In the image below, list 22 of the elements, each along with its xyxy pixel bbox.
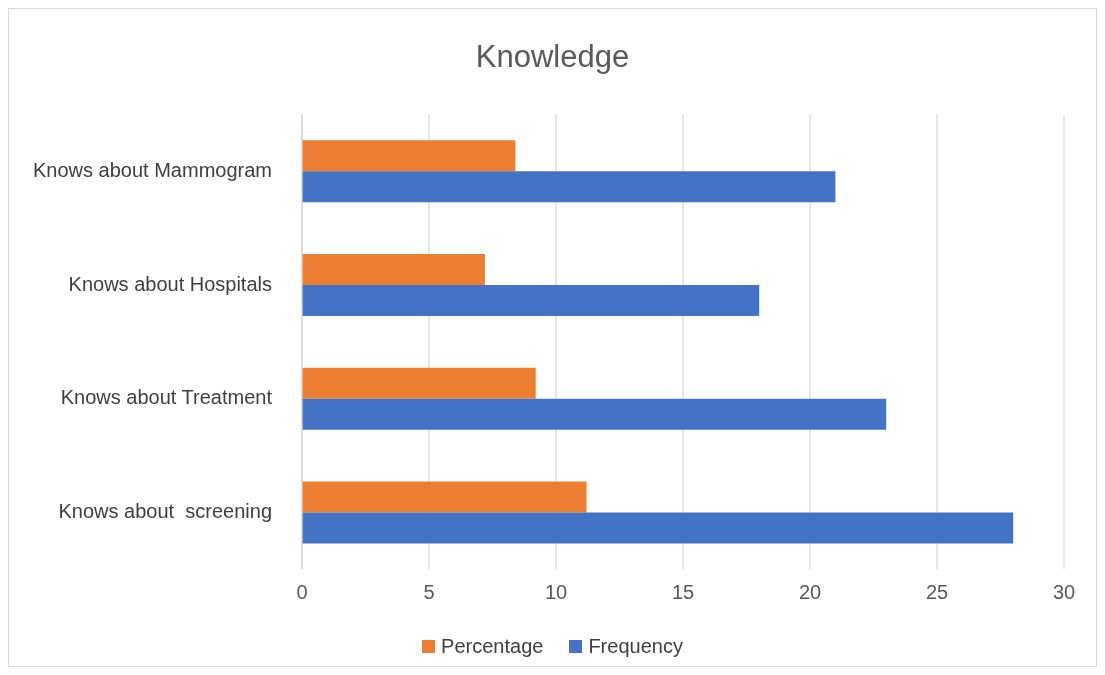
x-tick-label: 20 <box>798 581 822 604</box>
bar <box>302 481 587 513</box>
x-tick-label: 15 <box>671 581 695 604</box>
y-tick-label: Knows about Mammogram <box>33 158 272 181</box>
x-tick-label: 0 <box>296 581 308 604</box>
x-tick-label: 25 <box>925 581 949 604</box>
x-tick-label: 30 <box>1052 581 1076 604</box>
legend-label: Frequency <box>588 635 683 658</box>
y-tick-label: Knows about screening <box>58 500 272 523</box>
legend-label: Percentage <box>441 635 544 658</box>
bar <box>302 398 887 430</box>
y-tick-label: Knows about Hospitals <box>68 272 272 295</box>
bar <box>302 253 485 285</box>
bar <box>302 512 1014 544</box>
bar <box>302 367 536 399</box>
x-tick-label: 10 <box>544 581 568 604</box>
bar <box>302 171 836 203</box>
bar <box>302 140 516 172</box>
bar <box>302 284 760 316</box>
chart-title: Knowledge <box>474 39 631 75</box>
y-tick-label: Knows about Treatment <box>60 386 273 409</box>
x-tick-label: 5 <box>423 581 435 604</box>
